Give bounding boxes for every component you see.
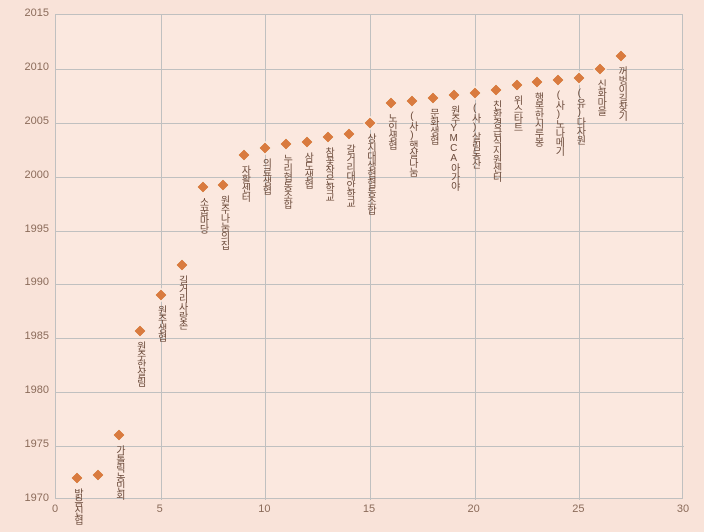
x-axis-label: 25 (572, 503, 584, 515)
gridline-horizontal (56, 231, 684, 232)
data-label: 노인생협 (383, 113, 398, 149)
data-marker (426, 91, 440, 105)
y-axis-label: 1990 (25, 276, 49, 288)
y-axis-label: 1995 (25, 223, 49, 235)
data-label: 꺼벙이길찾기 (614, 66, 629, 120)
data-label: 행복한시루봉 (530, 92, 545, 146)
data-label: 자활센터 (237, 165, 252, 201)
data-marker (405, 94, 419, 108)
plot-area: 밝음신협가톨릭농민회원주한살림원주생협길거리사랑촌소꿉마당원주나눔의집자활센터의… (55, 14, 683, 499)
data-label: 원주한살림 (132, 341, 147, 386)
gridline-horizontal (56, 338, 684, 339)
y-axis-label: 2005 (25, 115, 49, 127)
data-marker (321, 130, 335, 144)
data-label: 가톨릭농민회 (111, 445, 126, 499)
data-label: 소꿉마당 (195, 197, 210, 233)
data-label: 의료생협 (258, 158, 273, 194)
x-axis-label: 0 (52, 503, 58, 515)
data-marker (258, 140, 272, 154)
data-label: 누리협동조합 (279, 154, 294, 208)
data-label: (사)햇살나눔 (404, 111, 419, 176)
data-marker (342, 126, 356, 140)
x-axis-label: 30 (677, 503, 689, 515)
data-marker (572, 70, 586, 84)
data-marker (133, 324, 147, 338)
data-marker (91, 468, 105, 482)
gridline-horizontal (56, 284, 684, 285)
y-axis-label: 2010 (25, 61, 49, 73)
gridline-vertical (370, 15, 371, 500)
data-marker (509, 78, 523, 92)
data-marker (237, 148, 251, 162)
x-axis-label: 10 (258, 503, 270, 515)
data-marker (614, 49, 628, 63)
data-marker (154, 288, 168, 302)
y-axis-label: 1975 (25, 438, 49, 450)
data-label: (유)다자원 (572, 88, 587, 144)
data-label: 친환경급식지원센터 (488, 100, 503, 181)
data-label: 신화마을 (593, 79, 608, 115)
data-marker (195, 180, 209, 194)
y-axis-label: 2000 (25, 169, 49, 181)
data-label: 위스타트 (509, 95, 524, 131)
x-axis-label: 15 (363, 503, 375, 515)
data-marker (468, 86, 482, 100)
gridline-vertical (265, 15, 266, 500)
data-marker (530, 75, 544, 89)
gridline-horizontal (56, 69, 684, 70)
data-label: 밝음신협 (69, 488, 84, 524)
data-marker (593, 62, 607, 76)
gridline-horizontal (56, 392, 684, 393)
data-marker (112, 428, 126, 442)
gridline-vertical (161, 15, 162, 500)
chart-container: 밝음신협 가톨릭농민회 원주한살림 원주생협 길거리사랑촌 소꿉마당 원주나눔의집 자활센터 의… (0, 0, 704, 532)
data-label: 문화생협 (425, 108, 440, 144)
y-axis-label: 1980 (25, 384, 49, 396)
data-label: 길거리사랑촌 (174, 275, 189, 329)
data-label: 삼도생협 (300, 152, 315, 188)
data-marker (175, 258, 189, 272)
y-axis-label: 1970 (25, 492, 49, 504)
data-label: 원주생협 (153, 305, 168, 341)
data-marker (363, 116, 377, 130)
data-marker (216, 178, 230, 192)
data-label: 원주나눔의집 (216, 195, 231, 249)
gridline-horizontal (56, 446, 684, 447)
data-label: 원주YMCA아가야 (446, 105, 461, 190)
data-label: 갈거리대안학교 (342, 144, 357, 207)
y-axis-label: 1985 (25, 330, 49, 342)
y-axis-label: 2015 (25, 7, 49, 19)
data-marker (300, 135, 314, 149)
data-label: 상지대생협협동조합 (363, 133, 378, 214)
data-label: (사)노나메기 (551, 90, 566, 155)
data-marker (447, 88, 461, 102)
data-marker (70, 471, 84, 485)
data-marker (384, 96, 398, 110)
data-marker (279, 137, 293, 151)
data-marker (489, 83, 503, 97)
data-label: (사)살림농산 (467, 103, 482, 168)
data-marker (551, 73, 565, 87)
data-label: 참꽃작은학교 (321, 147, 336, 201)
x-axis-label: 20 (468, 503, 480, 515)
x-axis-label: 5 (157, 503, 163, 515)
